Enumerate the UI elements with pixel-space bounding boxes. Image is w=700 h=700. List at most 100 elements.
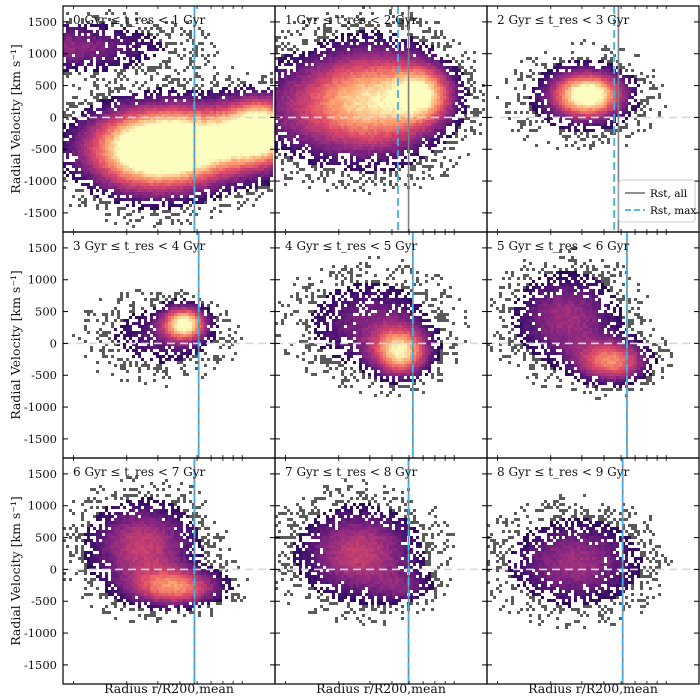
heatmap-cell [368,135,371,138]
heatmap-cell [246,87,249,90]
heatmap-cell [153,132,156,135]
heatmap-cell [111,123,114,126]
heatmap-cell [81,57,84,60]
heatmap-cell [90,159,93,162]
heatmap-cell [168,174,171,177]
heatmap-cell [302,135,305,138]
heatmap-cell [419,39,422,42]
heatmap-cell [356,99,359,102]
heatmap-cell [192,183,195,186]
heatmap-cell [108,180,111,183]
heatmap-cell [96,84,99,87]
heatmap-cell [219,99,222,102]
heatmap-cell [398,69,401,72]
heatmap-cell [213,96,216,99]
heatmap-cell [81,48,84,51]
heatmap-cell [96,18,99,21]
heatmap-cell [84,123,87,126]
heatmap-cell [204,147,207,150]
heatmap-cell [186,81,189,84]
heatmap-cell [392,33,395,36]
heatmap-cell [347,174,350,177]
heatmap-cell [192,156,195,159]
heatmap-cell [96,117,99,120]
heatmap-cell [159,141,162,144]
heatmap-cell [255,99,258,102]
heatmap-cell [147,177,150,180]
heatmap-cell [192,120,195,123]
heatmap-cell [350,111,353,114]
heatmap-cell [147,156,150,159]
heatmap-cell [293,129,296,132]
heatmap-cell [365,180,368,183]
heatmap-cell [240,108,243,111]
heatmap-cell [314,63,317,66]
heatmap-cell [353,162,356,165]
heatmap-cell [180,222,183,225]
heatmap-cell [413,72,416,75]
heatmap-cell [338,84,341,87]
heatmap-cell [108,168,111,171]
heatmap-cell [222,141,225,144]
heatmap-cell [90,153,93,156]
heatmap-cell [371,45,374,48]
heatmap-cell [386,81,389,84]
heatmap-cell [159,30,162,33]
heatmap-cell [335,30,338,33]
heatmap-cell [356,129,359,132]
heatmap-cell [365,69,368,72]
heatmap-cell [96,171,99,174]
heatmap-cell [201,108,204,111]
heatmap-cell [201,138,204,141]
heatmap-cell [270,78,273,81]
heatmap-cell [317,111,320,114]
heatmap-cell [284,36,287,39]
heatmap-cell [153,36,156,39]
heatmap-cell [129,159,132,162]
heatmap-cell [153,114,156,117]
heatmap-cell [90,144,93,147]
heatmap-cell [225,165,228,168]
heatmap-cell [332,135,335,138]
heatmap-cell [335,84,338,87]
heatmap-cell [246,174,249,177]
heatmap-cell [261,117,264,120]
heatmap-cell [120,30,123,33]
heatmap-cell [216,111,219,114]
heatmap-cell [186,147,189,150]
heatmap-cell [255,105,258,108]
heatmap-cell [156,168,159,171]
heatmap-cell [186,114,189,117]
heatmap-cell [392,186,395,189]
heatmap-cell [246,126,249,129]
heatmap-cell [141,33,144,36]
heatmap-cell [90,93,93,96]
heatmap-cell [102,165,105,168]
heatmap-cell [335,102,338,105]
heatmap-cell [326,36,329,39]
heatmap-cell [81,45,84,48]
heatmap-cell [231,138,234,141]
heatmap-cell [177,150,180,153]
heatmap-cell [111,144,114,147]
heatmap-cell [189,147,192,150]
heatmap-cell [234,150,237,153]
heatmap-cell [255,90,258,93]
heatmap-cell [323,147,326,150]
heatmap-cell [123,138,126,141]
heatmap-cell [168,180,171,183]
heatmap-cell [66,144,69,147]
heatmap-cell [380,69,383,72]
heatmap-cell [123,156,126,159]
heatmap-cell [410,153,413,156]
heatmap-cell [162,210,165,213]
heatmap-cell [186,138,189,141]
heatmap-cell [267,144,270,147]
heatmap-cell [356,123,359,126]
heatmap-cell [120,144,123,147]
heatmap-cell [350,84,353,87]
heatmap-cell [249,105,252,108]
heatmap-cell [368,147,371,150]
heatmap-cell [156,192,159,195]
heatmap-cell [284,57,287,60]
